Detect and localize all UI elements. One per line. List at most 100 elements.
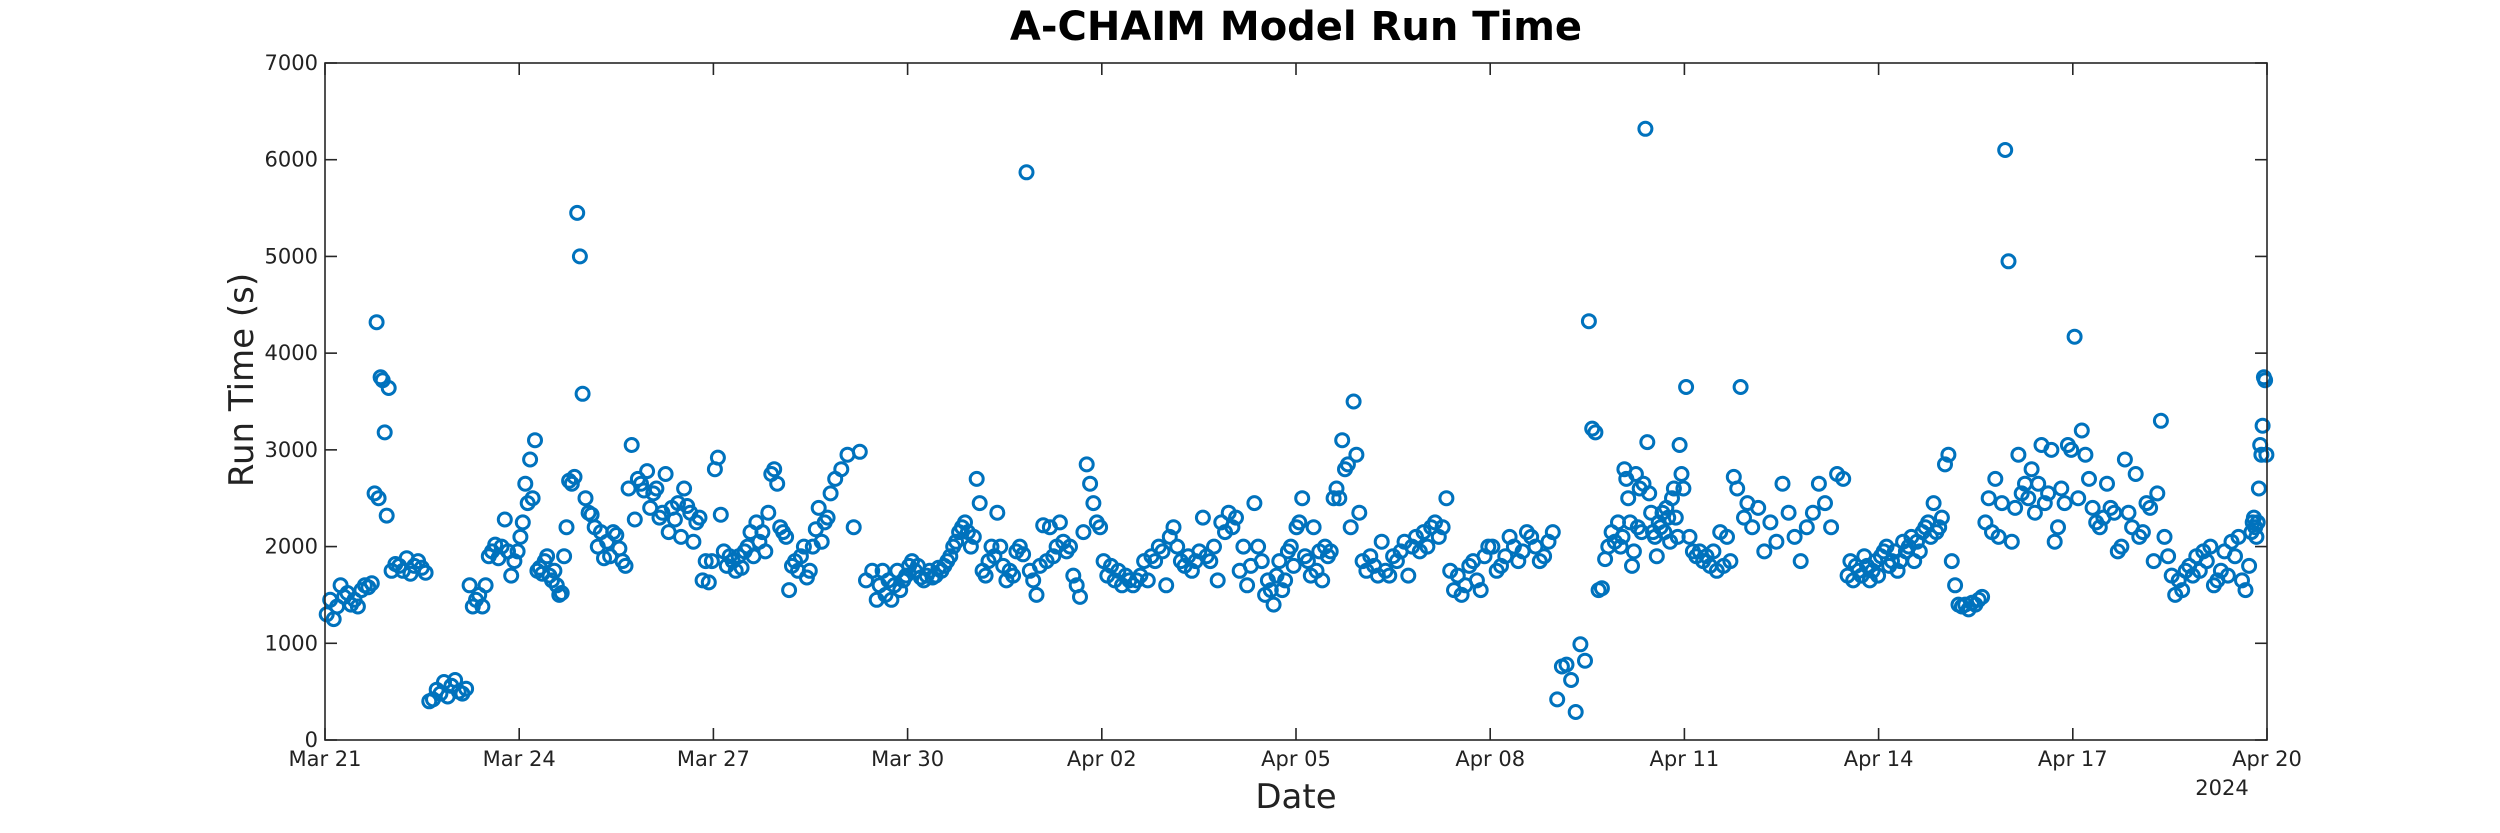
data-point	[1667, 509, 1684, 526]
x-tick-label: Mar 24	[483, 747, 556, 771]
data-point	[2241, 557, 2258, 574]
data-point	[1484, 538, 1501, 555]
data-point	[509, 543, 526, 560]
data-point	[1671, 437, 1688, 453]
data-point	[2036, 495, 2053, 512]
data-point	[2043, 441, 2060, 458]
data-point	[2063, 441, 2080, 458]
data-point	[1373, 533, 1390, 550]
x-tick-label: Mar 21	[288, 747, 361, 771]
data-point	[1536, 548, 1553, 565]
data-point	[370, 490, 387, 507]
data-point	[1990, 528, 2007, 545]
data-point	[2091, 519, 2108, 536]
data-point	[1342, 519, 1359, 536]
data-point	[1643, 504, 1660, 521]
data-point	[892, 582, 909, 599]
data-point	[1476, 548, 1493, 565]
data-point	[2134, 524, 2151, 541]
data-point	[1453, 586, 1470, 603]
data-point	[992, 538, 1009, 555]
data-point	[1362, 548, 1379, 565]
data-point	[1011, 538, 1028, 555]
data-point	[819, 509, 836, 526]
data-point	[1028, 586, 1045, 603]
data-point	[801, 562, 818, 579]
data-point	[962, 538, 979, 555]
data-point	[778, 528, 795, 545]
data-point	[1472, 582, 1489, 599]
data-point	[2113, 538, 2130, 555]
data-point	[1334, 432, 1351, 449]
data-point	[1558, 656, 1575, 673]
data-point	[1970, 591, 1987, 608]
data-point	[514, 514, 531, 531]
data-point	[1147, 553, 1164, 570]
data-point	[1209, 572, 1226, 589]
data-point	[709, 449, 726, 466]
data-point	[2248, 528, 2265, 545]
data-point	[712, 506, 729, 523]
data-point	[577, 490, 594, 507]
data-point	[1449, 567, 1466, 584]
data-point	[781, 582, 798, 599]
data-point	[2250, 480, 2267, 497]
data-point	[639, 463, 656, 480]
data-point	[1351, 504, 1368, 521]
data-point	[1768, 533, 1785, 550]
data-point	[2026, 504, 2043, 521]
data-point	[1092, 519, 1109, 536]
data-point	[1388, 553, 1405, 570]
data-point	[1780, 504, 1797, 521]
data-point	[2219, 567, 2236, 584]
data-point	[700, 574, 717, 591]
data-point	[833, 461, 850, 478]
data-point	[1762, 514, 1779, 531]
data-point	[1085, 495, 1102, 512]
data-point	[474, 598, 491, 615]
data-point	[2127, 466, 2144, 482]
data-point	[539, 548, 556, 565]
data-point	[1563, 672, 1580, 688]
data-point	[1305, 519, 1322, 536]
data-point	[1328, 480, 1345, 497]
data-point	[685, 533, 702, 550]
data-point	[1468, 572, 1485, 589]
data-point	[766, 461, 783, 478]
data-point	[2234, 572, 2250, 589]
data-point	[1798, 519, 1815, 536]
x-tick-label: Mar 30	[871, 747, 944, 771]
data-point	[1161, 528, 1178, 545]
data-point	[1075, 524, 1092, 541]
y-axis-label: Run Time (s)	[222, 273, 262, 487]
data-point	[2198, 553, 2215, 570]
data-point	[792, 548, 809, 565]
data-point	[1005, 567, 1022, 584]
data-point	[1648, 548, 1665, 565]
data-point	[1943, 553, 1960, 570]
data-point	[1889, 562, 1906, 579]
data-point	[1817, 495, 1833, 512]
data-point	[1786, 528, 1803, 545]
x-tick-label: Apr 14	[1844, 747, 1914, 771]
y-tick-label: 7000	[265, 51, 318, 75]
data-point	[1614, 528, 1631, 545]
data-point	[2077, 446, 2094, 463]
data-point	[757, 543, 774, 560]
data-point	[845, 519, 862, 536]
data-point	[1018, 164, 1035, 181]
data-point	[2010, 446, 2027, 463]
data-point	[1673, 466, 1690, 482]
x-tick-label: Apr 11	[1650, 747, 1720, 771]
data-point	[648, 480, 665, 497]
data-point	[503, 567, 520, 584]
data-point	[506, 553, 523, 570]
data-point	[2020, 490, 2037, 507]
data-point	[1620, 490, 1637, 507]
y-tick-label: 1000	[265, 631, 318, 655]
data-point	[1282, 538, 1299, 555]
data-point	[1580, 313, 1597, 330]
data-point	[556, 548, 573, 565]
data-point	[1736, 509, 1752, 526]
y-tick-label: 5000	[265, 244, 318, 268]
